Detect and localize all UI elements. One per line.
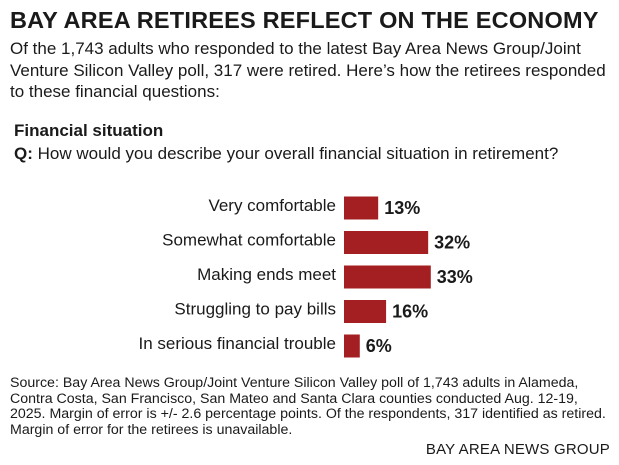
value-label: 33% [437,267,473,287]
question-text: How would you describe your overall fina… [37,144,559,163]
credit-line: BAY AREA NEWS GROUP [425,441,610,458]
category-label: In serious financial trouble [138,334,336,353]
source-note: Source: Bay Area News Group/Joint Ventur… [10,375,606,438]
headline: BAY AREA RETIREES REFLECT ON THE ECONOMY [10,7,599,33]
section-label: Financial situation [14,121,164,140]
question-prefix: Q: [14,144,33,163]
value-label: 6% [366,336,392,356]
value-label: 16% [392,302,428,322]
bar [344,265,431,289]
bar-chart: Very comfortable 13% Somewhat comfortable 3… [138,196,473,358]
intro-text: Of the 1,743 adults who responded to the… [10,39,606,101]
value-label: 13% [384,198,420,218]
bar [344,334,360,358]
chart-bars-group: Very comfortable 13% Somewhat comfortable 3… [138,196,473,358]
bar [344,196,379,220]
value-label: 32% [434,233,470,253]
question: Q: How would you describe your overall f… [14,143,574,164]
category-label: Making ends meet [197,265,336,284]
category-label: Very comfortable [208,196,336,215]
category-label: Struggling to pay bills [174,300,336,319]
bar [344,231,429,254]
category-label: Somewhat comfortable [162,231,336,250]
bar [344,300,387,323]
